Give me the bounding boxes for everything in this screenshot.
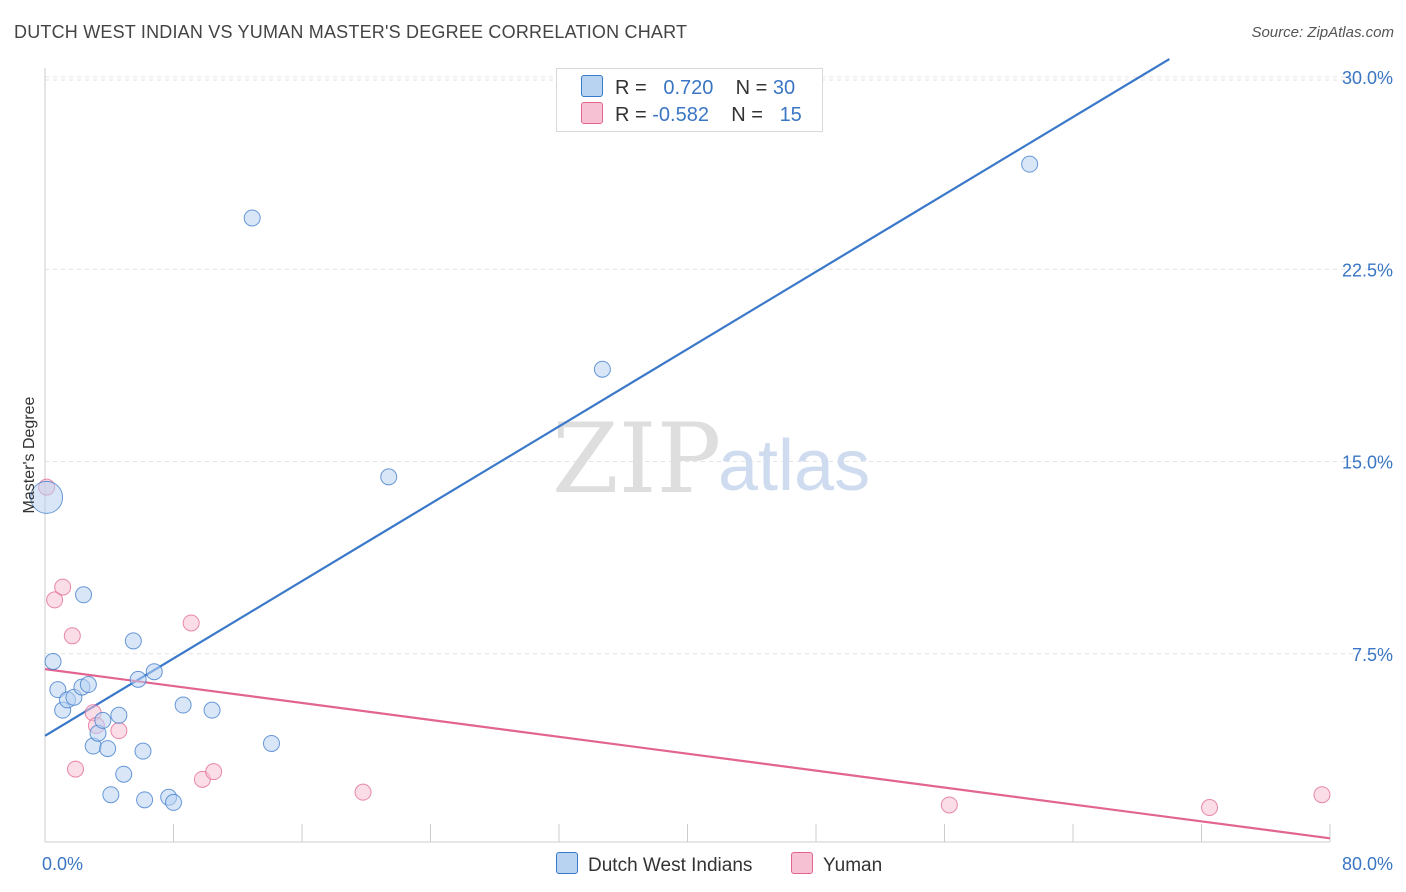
- source-label: Source: ZipAtlas.com: [1251, 24, 1394, 41]
- point-dutch-west-indians-24: [203, 701, 221, 719]
- y-tick-label-1: 15.0%: [1342, 453, 1393, 473]
- axes: [44, 68, 1331, 843]
- legend-swatch-blue: [581, 75, 603, 97]
- legend-swatch-pink: [581, 102, 603, 124]
- point-yuman-7: [110, 722, 128, 740]
- point-dutch-west-indians-11: [94, 711, 112, 729]
- watermark-atlas: atlas: [718, 426, 870, 506]
- trend-lines: [44, 58, 1331, 840]
- point-yuman-2: [54, 578, 72, 596]
- tick-labels: 7.5% 15.0% 22.5% 30.0% 0.0% 80.0%: [42, 68, 1393, 874]
- legend-r-label: R =: [615, 104, 647, 126]
- watermark-zip: ZIP: [552, 403, 721, 515]
- point-dutch-west-indians-27: [380, 468, 398, 486]
- point-dutch-west-indians-15: [115, 765, 133, 783]
- trend-line-0: [44, 58, 1170, 737]
- point-dutch-west-indians-22: [165, 793, 182, 811]
- y-tick-label-0: 7.5%: [1352, 645, 1393, 665]
- legend-row-dutch-west-indians: R = 0.720 N = 30: [581, 75, 795, 101]
- point-dutch-west-indians-29: [1021, 155, 1039, 173]
- point-dutch-west-indians-0: [30, 480, 64, 514]
- chart-title: DUTCH WEST INDIAN VS YUMAN MASTER'S DEGR…: [14, 22, 688, 42]
- bottom-legend-label: Yuman: [823, 855, 883, 876]
- legend-row-yuman: R = -0.582 N = 15: [581, 102, 802, 128]
- point-yuman-10: [205, 763, 223, 781]
- x-tick-label-1: 80.0%: [1342, 854, 1393, 874]
- point-yuman-11: [354, 783, 372, 801]
- point-dutch-west-indians-26: [262, 734, 280, 752]
- bottom-legend-swatch-pink: [791, 852, 813, 874]
- point-dutch-west-indians-17: [129, 670, 147, 688]
- grid-lines: [45, 76, 1390, 655]
- y-tick-label-2: 22.5%: [1342, 260, 1393, 280]
- legend-n-value: 30: [772, 77, 796, 99]
- point-dutch-west-indians-14: [110, 706, 128, 724]
- bottom-legend-swatch-blue: [556, 852, 578, 874]
- point-dutch-west-indians-16: [124, 632, 142, 650]
- x-tick-label-0: 0.0%: [42, 854, 83, 874]
- point-yuman-14: [1313, 786, 1331, 804]
- point-dutch-west-indians-19: [136, 791, 154, 809]
- legend-r-label: R =: [615, 77, 647, 99]
- point-yuman-12: [940, 796, 958, 814]
- y-tick-label-3: 30.0%: [1342, 68, 1393, 88]
- legend-r-value: 0.720: [663, 77, 714, 99]
- bottom-legend-label: Dutch West Indians: [588, 855, 753, 876]
- point-yuman-8: [182, 614, 200, 632]
- point-yuman-1: [46, 591, 64, 609]
- legend-n-value: 15: [779, 104, 802, 126]
- legend-r-value: -0.582: [652, 104, 709, 126]
- legend-n-label: N =: [731, 104, 763, 126]
- point-yuman-13: [1201, 799, 1219, 817]
- point-dutch-west-indians-18: [134, 742, 152, 760]
- point-dutch-west-indians-20: [145, 663, 163, 681]
- correlation-legend: R = 0.720 N = 30 R = -0.582 N = 15: [556, 68, 823, 132]
- legend-n-label: N =: [735, 77, 768, 99]
- point-dutch-west-indians-8: [79, 676, 97, 694]
- point-dutch-west-indians-12: [99, 740, 117, 758]
- y-axis-label: Master's Degree: [21, 396, 38, 513]
- point-dutch-west-indians-28: [593, 360, 611, 378]
- data-points: [30, 155, 1331, 817]
- bottom-legend-yuman: Yuman: [791, 852, 882, 877]
- point-dutch-west-indians-13: [102, 786, 120, 804]
- point-yuman-3: [63, 627, 81, 645]
- point-dutch-west-indians-25: [243, 209, 261, 227]
- point-dutch-west-indians-1: [44, 652, 62, 670]
- trend-line-1: [44, 668, 1331, 840]
- point-dutch-west-indians-7: [75, 586, 93, 604]
- point-dutch-west-indians-23: [174, 696, 192, 714]
- point-yuman-4: [67, 760, 85, 778]
- bottom-legend-dutch-west-indians: Dutch West Indians: [556, 852, 752, 877]
- watermark: ZIP atlas: [552, 403, 870, 515]
